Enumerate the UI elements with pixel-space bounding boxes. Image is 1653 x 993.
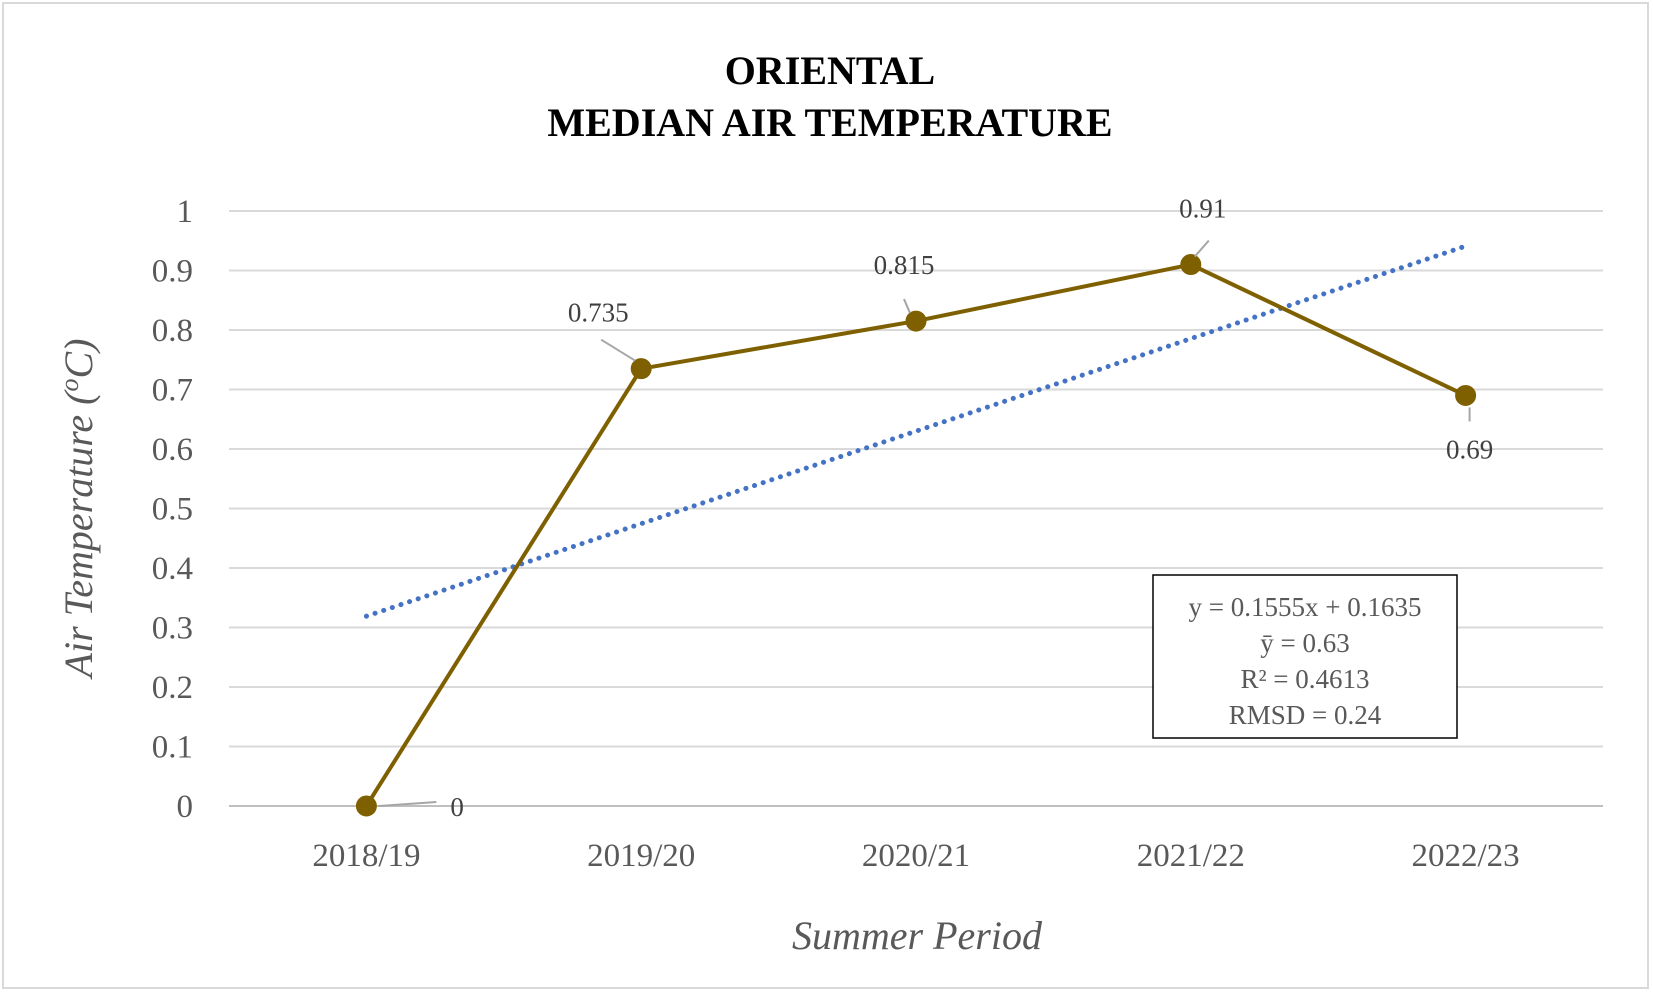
stats-box-frame [1152,574,1458,739]
data-labels: 0 0.735 0.815 0.91 0.69 [378,194,1493,822]
leader-line [903,298,911,314]
y-tick-label: 1 [177,194,194,230]
data-label: 0.69 [1446,434,1493,464]
x-tick-label: 2022/23 [1412,838,1520,874]
y-axis-title-sup: o [55,379,84,392]
stats-equation: y = 0.1555x + 0.1635 [1189,592,1422,622]
leader-line [600,338,636,362]
data-point [1455,384,1477,406]
series-line [355,254,1477,817]
y-tick-label: 0.9 [152,254,193,290]
x-tick-label: 2020/21 [862,838,970,874]
leader-line [1194,239,1210,258]
stats-box: y = 0.1555x + 0.1635 ȳ = 0.63 R² = 0.461… [1152,574,1458,739]
y-tick-label: 0.2 [152,670,193,706]
x-axis-title: Summer Period [792,913,1043,958]
stats-r-squared: R² = 0.4613 [1240,664,1369,694]
x-tick-label: 2018/19 [312,838,420,874]
line-chart: ORIENTAL MEDIAN AIR TEMPERATURE 00.10.20… [55,48,1603,958]
chart-title-line-2: MEDIAN AIR TEMPERATURE [547,100,1112,145]
stats-mean: ȳ = 0.63 [1260,628,1349,658]
y-axis-title-main: Air Temperature ( [56,389,101,681]
y-tick-label: 0 [177,789,194,825]
chart-title: ORIENTAL MEDIAN AIR TEMPERATURE [547,48,1112,145]
data-label: 0.815 [874,250,935,280]
y-axis-ticks: 0 0.1 0.2 0.3 0.4 0.5 0.6 0.7 0.8 0.9 1 [152,194,193,825]
data-point [1180,254,1202,276]
data-label: 0 [450,792,464,822]
y-axis-title-end: C) [56,339,101,379]
y-axis-title: Air Temperature (oC) [55,339,101,681]
x-tick-label: 2019/20 [587,838,695,874]
data-label: 0.735 [568,298,629,328]
y-tick-label: 0.3 [152,611,193,647]
y-tick-label: 0.5 [152,492,193,528]
stats-rmsd: RMSD = 0.24 [1229,700,1382,730]
trendline [363,243,1469,619]
data-point [905,310,927,332]
data-point [630,358,652,380]
data-label: 0.91 [1179,194,1226,224]
y-tick-label: 0.6 [152,432,193,468]
x-tick-label: 2021/22 [1137,838,1245,874]
data-point [355,795,377,817]
trendline-path [363,243,1469,619]
chart-title-line-1: ORIENTAL [725,48,935,93]
leader-line [378,801,437,807]
y-tick-label: 0.8 [152,313,193,349]
x-axis-ticks: 2018/19 2019/20 2020/21 2021/22 2022/23 [312,838,1519,874]
y-tick-label: 0.4 [152,551,193,587]
y-tick-label: 0.7 [152,373,193,409]
y-tick-label: 0.1 [152,730,193,766]
